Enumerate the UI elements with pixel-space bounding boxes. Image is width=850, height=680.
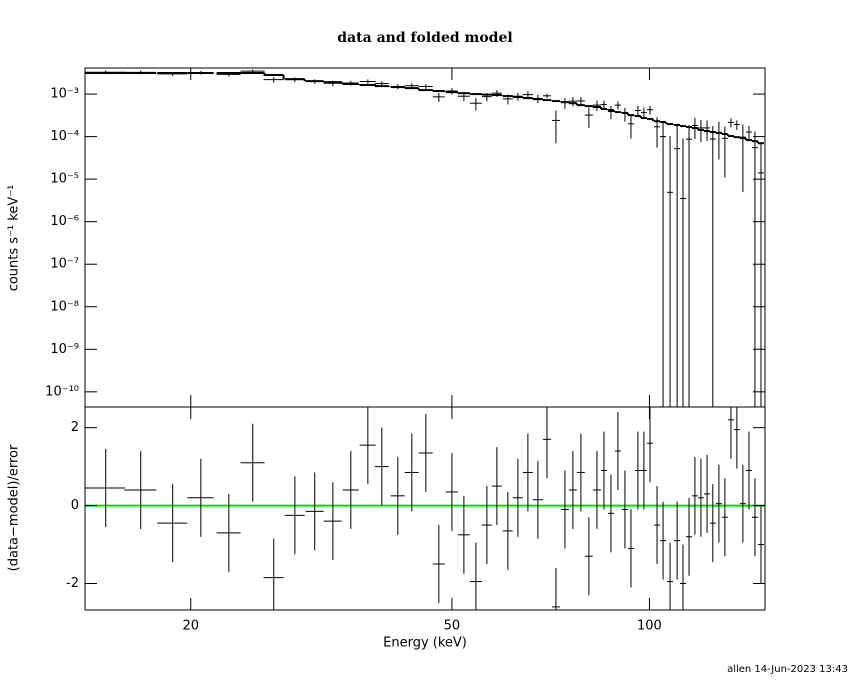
x-tick-label: 50 <box>444 619 461 634</box>
residual-plot <box>85 407 765 610</box>
x-axis-label: Energy (keV) <box>383 636 467 651</box>
y-tick-label: 10⁻¹⁰ <box>45 384 79 399</box>
y-tick-label: 0 <box>71 498 79 513</box>
x-tick-label: 100 <box>637 619 662 634</box>
y-tick-label: 10⁻⁶ <box>50 214 79 229</box>
spectrum-plot <box>85 69 764 407</box>
y-tick-label: 10⁻⁷ <box>50 257 79 272</box>
y-tick-label: 10⁻⁴ <box>50 129 79 144</box>
y-tick-label: 10⁻⁹ <box>50 342 79 357</box>
plot-frame <box>84 406 766 611</box>
x-tick-label: 20 <box>182 619 199 634</box>
y-tick-label: 10⁻⁵ <box>50 172 79 187</box>
y-tick-label: 10⁻³ <box>50 87 79 102</box>
y-tick-label: -2 <box>66 576 79 591</box>
y-tick-label: 2 <box>71 420 79 435</box>
y-tick-label: 10⁻⁸ <box>50 299 79 314</box>
chart-title: data and folded model <box>337 30 512 46</box>
y-axis-label: (data−model)/error <box>7 444 22 571</box>
footer: allen 14-Jun-2023 13:43 <box>727 664 848 675</box>
y-axis-label: counts s⁻¹ keV⁻¹ <box>7 185 22 292</box>
